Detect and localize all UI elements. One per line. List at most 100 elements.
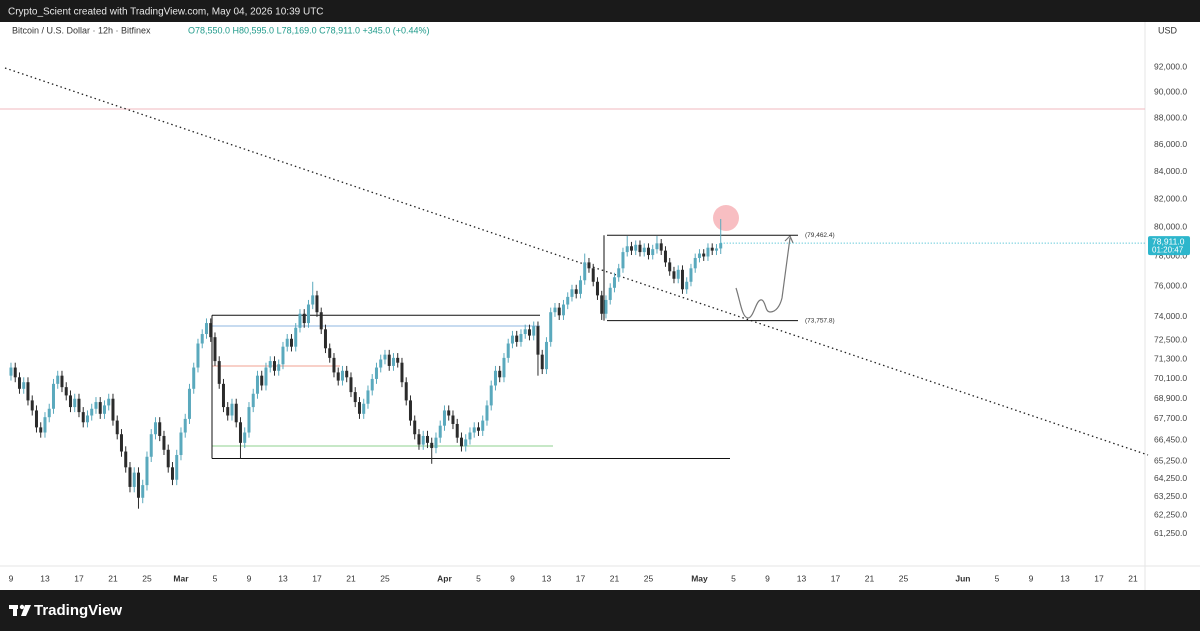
candle-body [132,472,136,487]
candle-body [617,268,621,278]
candle-body [102,405,106,414]
candle-body [485,405,489,421]
candle-body [532,326,536,336]
y-tick-label: 66,450.0 [1154,435,1187,445]
candle-body [332,357,336,373]
y-tick-label: 65,250.0 [1154,455,1187,465]
x-tick-label: 25 [899,573,909,583]
candle-body [115,420,119,435]
candle-body [56,375,60,384]
candle-body [387,354,391,366]
y-tick-label: 64,250.0 [1154,473,1187,483]
candle-body [34,410,38,428]
candle-body [119,434,123,452]
candle-body [689,268,693,282]
candle-body [646,247,650,256]
x-tick-label: 25 [142,573,152,583]
candle-body [621,252,625,269]
candle-body [676,269,680,279]
candle-body [629,246,633,251]
candle-body [591,268,595,282]
x-tick-label: 25 [644,573,654,583]
candle-body [158,422,162,436]
candle-body [77,398,81,413]
candle-body [17,377,21,389]
candle-body [604,299,608,314]
candle-body [493,370,497,386]
x-tick-label: 5 [213,573,218,583]
x-tick-label: 5 [476,573,481,583]
candle-body [663,250,667,263]
candle-body [281,346,285,365]
x-tick-label: 17 [312,573,322,583]
candle-body [706,247,710,257]
x-tick-label: 17 [831,573,841,583]
candle-body [642,247,646,253]
candle-body [196,343,200,368]
candle-body [243,432,247,443]
candle-body [234,403,238,423]
candle-body [680,269,684,290]
plot: 92,000.0 90,000.0 88,000.0 86,000.0 84,000.0… [9,61,1188,583]
y-tick-label: 63,250.0 [1154,491,1187,501]
candle-body [90,408,94,416]
y-tick-label: 88,000.0 [1154,112,1187,122]
candle-body [566,296,570,305]
candle-body [570,289,574,297]
candle-body [149,434,153,457]
candle-body [374,367,378,379]
candle-body [141,485,145,498]
candle-body [289,338,293,347]
x-tick-label: 5 [995,573,1000,583]
y-tick-label: 71,300.0 [1154,354,1187,364]
candle-body [200,334,204,344]
candle-body [311,295,315,305]
candle-body [294,327,298,347]
candle-body [583,262,587,281]
candle-body [204,323,208,335]
candle-body [107,398,111,406]
x-tick-label: 5 [731,573,736,583]
candle-body [655,243,659,250]
candle-body [81,412,85,423]
candle-body [697,253,701,258]
candle-body [9,367,13,376]
candle-body [230,403,234,416]
candle-body [111,398,115,421]
y-tick-label: 74,000.0 [1154,311,1187,321]
candle-body [187,388,191,419]
price-tag [1148,236,1190,256]
candle-body [22,382,26,389]
candle-body [719,243,723,249]
candle-body [221,383,225,408]
candle-body [417,434,421,445]
candle-body [714,248,718,251]
candle-body [553,307,557,313]
candle-body [638,244,642,253]
candle-body [400,362,404,383]
candle-body [625,246,629,253]
candle-body [702,253,706,257]
candle-body [438,425,442,438]
candle-body [192,367,196,389]
y-tick-label: 61,250.0 [1154,528,1187,538]
candle-body [39,427,43,433]
candle-body [498,370,502,378]
candle-body [396,357,400,363]
candle-body [489,385,493,406]
candle-body [527,329,531,336]
arrow-head [784,234,794,244]
projection-arrow [735,237,791,319]
candle-body [515,335,519,342]
logo-part [21,605,31,616]
candle-body [544,341,548,370]
candle-body [668,262,672,272]
x-tick-label: 21 [865,573,875,583]
symbol: Bitcoin / U.S. Dollar · 12h · Bitfinex [12,25,151,35]
candle-body [209,323,213,338]
candle-body [298,313,302,328]
candle-body [442,410,446,426]
candle-body [421,435,425,445]
candle-body [408,400,412,421]
